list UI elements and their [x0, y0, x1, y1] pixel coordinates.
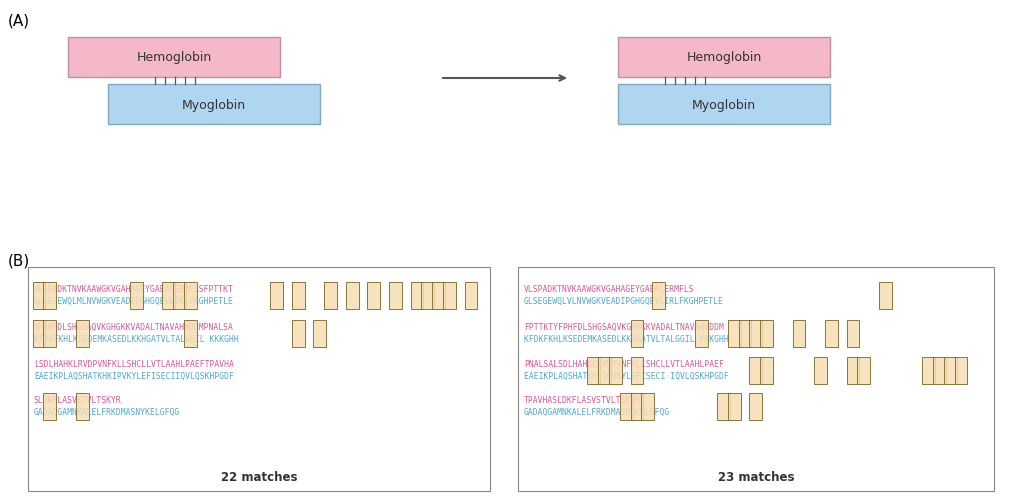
FancyBboxPatch shape	[162, 282, 175, 309]
FancyBboxPatch shape	[183, 320, 197, 347]
FancyBboxPatch shape	[760, 320, 773, 347]
FancyBboxPatch shape	[750, 393, 762, 420]
FancyBboxPatch shape	[631, 320, 643, 347]
FancyBboxPatch shape	[728, 320, 740, 347]
FancyBboxPatch shape	[814, 357, 827, 384]
FancyBboxPatch shape	[750, 357, 762, 384]
FancyBboxPatch shape	[631, 393, 643, 420]
FancyBboxPatch shape	[130, 282, 142, 309]
FancyBboxPatch shape	[847, 357, 859, 384]
FancyBboxPatch shape	[944, 357, 956, 384]
FancyBboxPatch shape	[389, 282, 401, 309]
FancyBboxPatch shape	[292, 320, 304, 347]
FancyBboxPatch shape	[618, 38, 830, 78]
FancyBboxPatch shape	[728, 393, 740, 420]
Text: EAEIKPLAQSHATKHKIPVKYLEFISECI IQVLQSKHPGDF: EAEIKPLAQSHATKHKIPVKYLEFISECI IQVLQSKHPG…	[524, 371, 729, 380]
FancyBboxPatch shape	[270, 282, 283, 309]
FancyBboxPatch shape	[28, 268, 490, 491]
FancyBboxPatch shape	[609, 357, 622, 384]
Text: KFDKFKHLKSEDEMKASEDLKKHGATVLTALGGIL KKKGHH: KFDKFKHLKSEDEMKASEDLKKHGATVLTALGGIL KKKG…	[524, 334, 729, 343]
FancyBboxPatch shape	[33, 320, 45, 347]
Text: SLDKFLASVSTVLTSKYR: SLDKFLASVSTVLTSKYR	[34, 395, 122, 404]
FancyBboxPatch shape	[588, 357, 600, 384]
FancyBboxPatch shape	[76, 320, 88, 347]
Text: (B): (B)	[8, 254, 31, 269]
FancyBboxPatch shape	[760, 357, 773, 384]
FancyBboxPatch shape	[641, 393, 654, 420]
FancyBboxPatch shape	[793, 320, 805, 347]
Text: Myoglobin: Myoglobin	[692, 98, 756, 111]
FancyBboxPatch shape	[738, 320, 752, 347]
Text: VLSPADKTNVKAAWGKVGAHAGEYGAEALERMFLS: VLSPADKTNVKAAWGKVGAHAGEYGAEALERMFLS	[524, 285, 694, 294]
FancyBboxPatch shape	[173, 282, 185, 309]
FancyBboxPatch shape	[631, 357, 643, 384]
Text: GADAQGAMNKALELFRKDMASNYKELGFQG: GADAQGAMNKALELFRKDMASNYKELGFQG	[524, 407, 671, 416]
FancyBboxPatch shape	[68, 38, 280, 78]
Text: Myoglobin: Myoglobin	[182, 98, 246, 111]
FancyBboxPatch shape	[33, 282, 45, 309]
FancyBboxPatch shape	[108, 85, 319, 125]
FancyBboxPatch shape	[76, 393, 88, 420]
FancyBboxPatch shape	[346, 282, 358, 309]
FancyBboxPatch shape	[465, 282, 477, 309]
FancyBboxPatch shape	[954, 357, 968, 384]
FancyBboxPatch shape	[717, 393, 730, 420]
Text: 22 matches: 22 matches	[221, 470, 297, 483]
Text: GLSEGEWQLVLNVWGKVEADIPGHGQEVLIRLFKGHPETLE: GLSEGEWQLVLNVWGKVEADIPGHGQEVLIRLFKGHPETL…	[524, 297, 724, 306]
FancyBboxPatch shape	[43, 282, 56, 309]
Text: GLSEGEWQLMLNVWGKVEADIPGHGQEVLIRLFKGHPETLE: GLSEGEWQLMLNVWGKVEADIPGHGQEVLIRLFKGHPETL…	[34, 297, 233, 306]
Text: Hemoglobin: Hemoglobin	[136, 52, 212, 64]
Text: LSDLHAHKLRVDPVNFKLLSHCLLVTLAAHLPAEFTPAVHA: LSDLHAHKLRVDPVNFKLLSHCLLVTLAAHLPAEFTPAVH…	[34, 359, 233, 368]
FancyBboxPatch shape	[857, 357, 870, 384]
Text: KFDKFKHLKSEDEMKASEDLKKHGATVLTALGGIL KKKGHH: KFDKFKHLKSEDEMKASEDLKKHGATVLTALGGIL KKKG…	[34, 334, 239, 343]
FancyBboxPatch shape	[518, 268, 994, 491]
Text: PNALSALSDLHAHKLRVDPVNFKLLSHCLLVTLAAHLPAEF: PNALSALSDLHAHKLRVDPVNFKLLSHCLLVTLAAHLPAE…	[524, 359, 724, 368]
FancyBboxPatch shape	[313, 320, 326, 347]
Text: Hemoglobin: Hemoglobin	[686, 52, 762, 64]
FancyBboxPatch shape	[695, 320, 709, 347]
Text: TPAVHASLDKFLASVSTVLTSKYR: TPAVHASLDKFLASVSTVLTSKYR	[524, 395, 641, 404]
FancyBboxPatch shape	[292, 282, 304, 309]
Text: YFPHFDLSHGSAQVKGHGKKVADALTNAVAHVDDMPNALSA: YFPHFDLSHGSAQVKGHGKKVADALTNAVAHVDDMPNALS…	[34, 322, 233, 331]
FancyBboxPatch shape	[432, 282, 444, 309]
FancyBboxPatch shape	[443, 282, 456, 309]
FancyBboxPatch shape	[933, 357, 946, 384]
FancyBboxPatch shape	[411, 282, 423, 309]
FancyBboxPatch shape	[750, 320, 762, 347]
Text: GADAQGAMNKALELFRKDMASNYKELGFQG: GADAQGAMNKALELFRKDMASNYKELGFQG	[34, 407, 180, 416]
Text: VLSPADKTNVKAAWGKVGAHAGEYGAEALERMFLSFPTTKT: VLSPADKTNVKAAWGKVGAHAGEYGAEALERMFLSFPTTK…	[34, 285, 233, 294]
FancyBboxPatch shape	[43, 393, 56, 420]
FancyBboxPatch shape	[618, 85, 830, 125]
FancyBboxPatch shape	[620, 393, 633, 420]
FancyBboxPatch shape	[598, 357, 611, 384]
FancyBboxPatch shape	[368, 282, 380, 309]
FancyBboxPatch shape	[825, 320, 838, 347]
FancyBboxPatch shape	[879, 282, 892, 309]
FancyBboxPatch shape	[652, 282, 665, 309]
Text: (A): (A)	[8, 14, 30, 29]
FancyBboxPatch shape	[847, 320, 859, 347]
FancyBboxPatch shape	[43, 320, 56, 347]
Text: EAEIKPLAQSHATKHKIPVKYLEFISECIIQVLQSKHPGDF: EAEIKPLAQSHATKHKIPVKYLEFISECIIQVLQSKHPGD…	[34, 371, 233, 380]
FancyBboxPatch shape	[421, 282, 434, 309]
Text: 23 matches: 23 matches	[718, 470, 795, 483]
Text: FPTTKTYFPHFDLSHGSAQVKGHGKKVADALTNAVAHVDDM: FPTTKTYFPHFDLSHGSAQVKGHGKKVADALTNAVAHVDD…	[524, 322, 724, 331]
FancyBboxPatch shape	[325, 282, 337, 309]
FancyBboxPatch shape	[183, 282, 197, 309]
FancyBboxPatch shape	[922, 357, 935, 384]
